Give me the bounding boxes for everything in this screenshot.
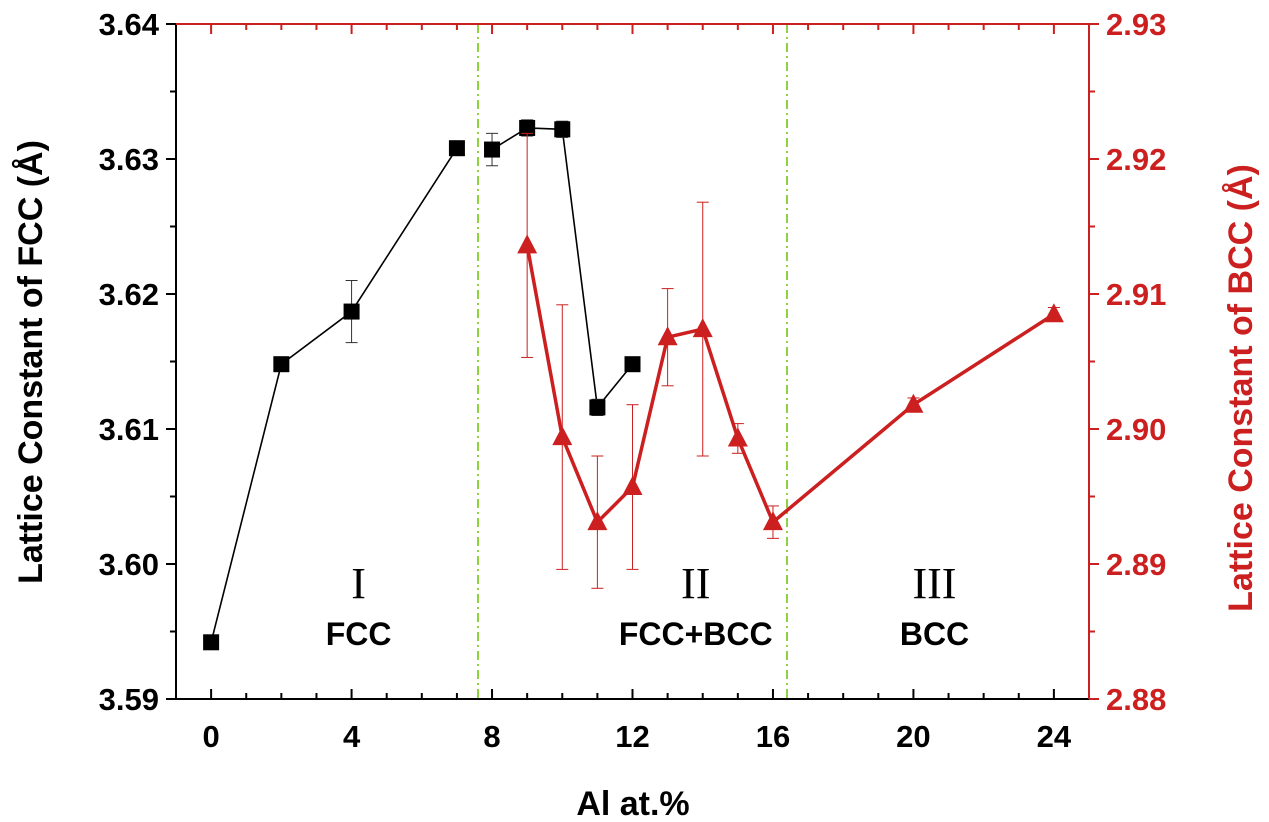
data-point-square (554, 121, 571, 138)
series-line (525, 245, 1055, 526)
data-point-triangle (727, 427, 748, 447)
region-phase-label: FCC+BCC (619, 616, 773, 652)
series-fcc (203, 119, 641, 651)
data-point-square (589, 399, 606, 416)
x-tick-label: 16 (756, 719, 790, 754)
axes: 0 4 8 12 16 20 24 3.59 3.60 3.61 3.62 3.63 3.64 2.88 2… (99, 7, 1167, 754)
y-right-tick-label: 2.91 (1106, 277, 1166, 312)
data-point-triangle (517, 234, 538, 254)
y-left-tick-label: 3.63 (99, 142, 159, 177)
series-bcc (517, 132, 1064, 589)
data-point-triangle (1043, 303, 1064, 323)
data-point-triangle (903, 393, 924, 413)
series-line (210, 147, 458, 643)
y-left-tick-label: 3.61 (99, 412, 159, 447)
data-point-triangle (762, 511, 783, 531)
data-point-square (484, 141, 501, 158)
data-series (203, 119, 1064, 651)
y-right-axis-title: Lattice Constant of BCC (Å) (1222, 164, 1260, 612)
data-point-square (343, 303, 360, 320)
y-right-tick-label: 2.88 (1106, 682, 1166, 717)
x-tick-label: 0 (202, 719, 219, 754)
phase-boundaries (476, 24, 789, 699)
data-point-triangle (552, 426, 573, 446)
region-numeral: III (913, 559, 957, 608)
x-axis-title: Al at.% (576, 785, 689, 822)
data-point-triangle (657, 326, 678, 346)
x-tick-label: 8 (483, 719, 500, 754)
region-labels: I FCC II FCC+BCC III BCC (326, 559, 969, 652)
data-point-square (448, 140, 465, 157)
data-point-triangle (587, 511, 608, 531)
y-right-tick-label: 2.92 (1106, 142, 1166, 177)
y-left-tick-label: 3.59 (99, 682, 159, 717)
data-point-square (203, 634, 220, 651)
x-tick-label: 4 (343, 719, 361, 754)
data-point-triangle (692, 318, 713, 338)
data-point-triangle (622, 476, 643, 496)
y-left-tick-label: 3.64 (99, 7, 160, 42)
y-right-tick-label: 2.89 (1106, 547, 1166, 582)
x-tick-label: 20 (896, 719, 930, 754)
data-point-square (273, 356, 290, 373)
x-tick-label: 24 (1037, 719, 1072, 754)
y-right-tick-label: 2.90 (1106, 412, 1166, 447)
y-right-tick-label: 2.93 (1106, 7, 1166, 42)
y-left-axis-title: Lattice Constant of FCC (Å) (12, 140, 50, 584)
data-point-square (624, 356, 641, 373)
region-numeral: II (681, 559, 710, 608)
region-phase-label: BCC (900, 616, 969, 652)
y-left-tick-label: 3.62 (99, 277, 159, 312)
y-left-tick-label: 3.60 (99, 547, 159, 582)
x-tick-label: 12 (615, 719, 649, 754)
region-phase-label: FCC (326, 616, 392, 652)
data-point-square (519, 119, 536, 136)
region-numeral: I (351, 559, 366, 608)
